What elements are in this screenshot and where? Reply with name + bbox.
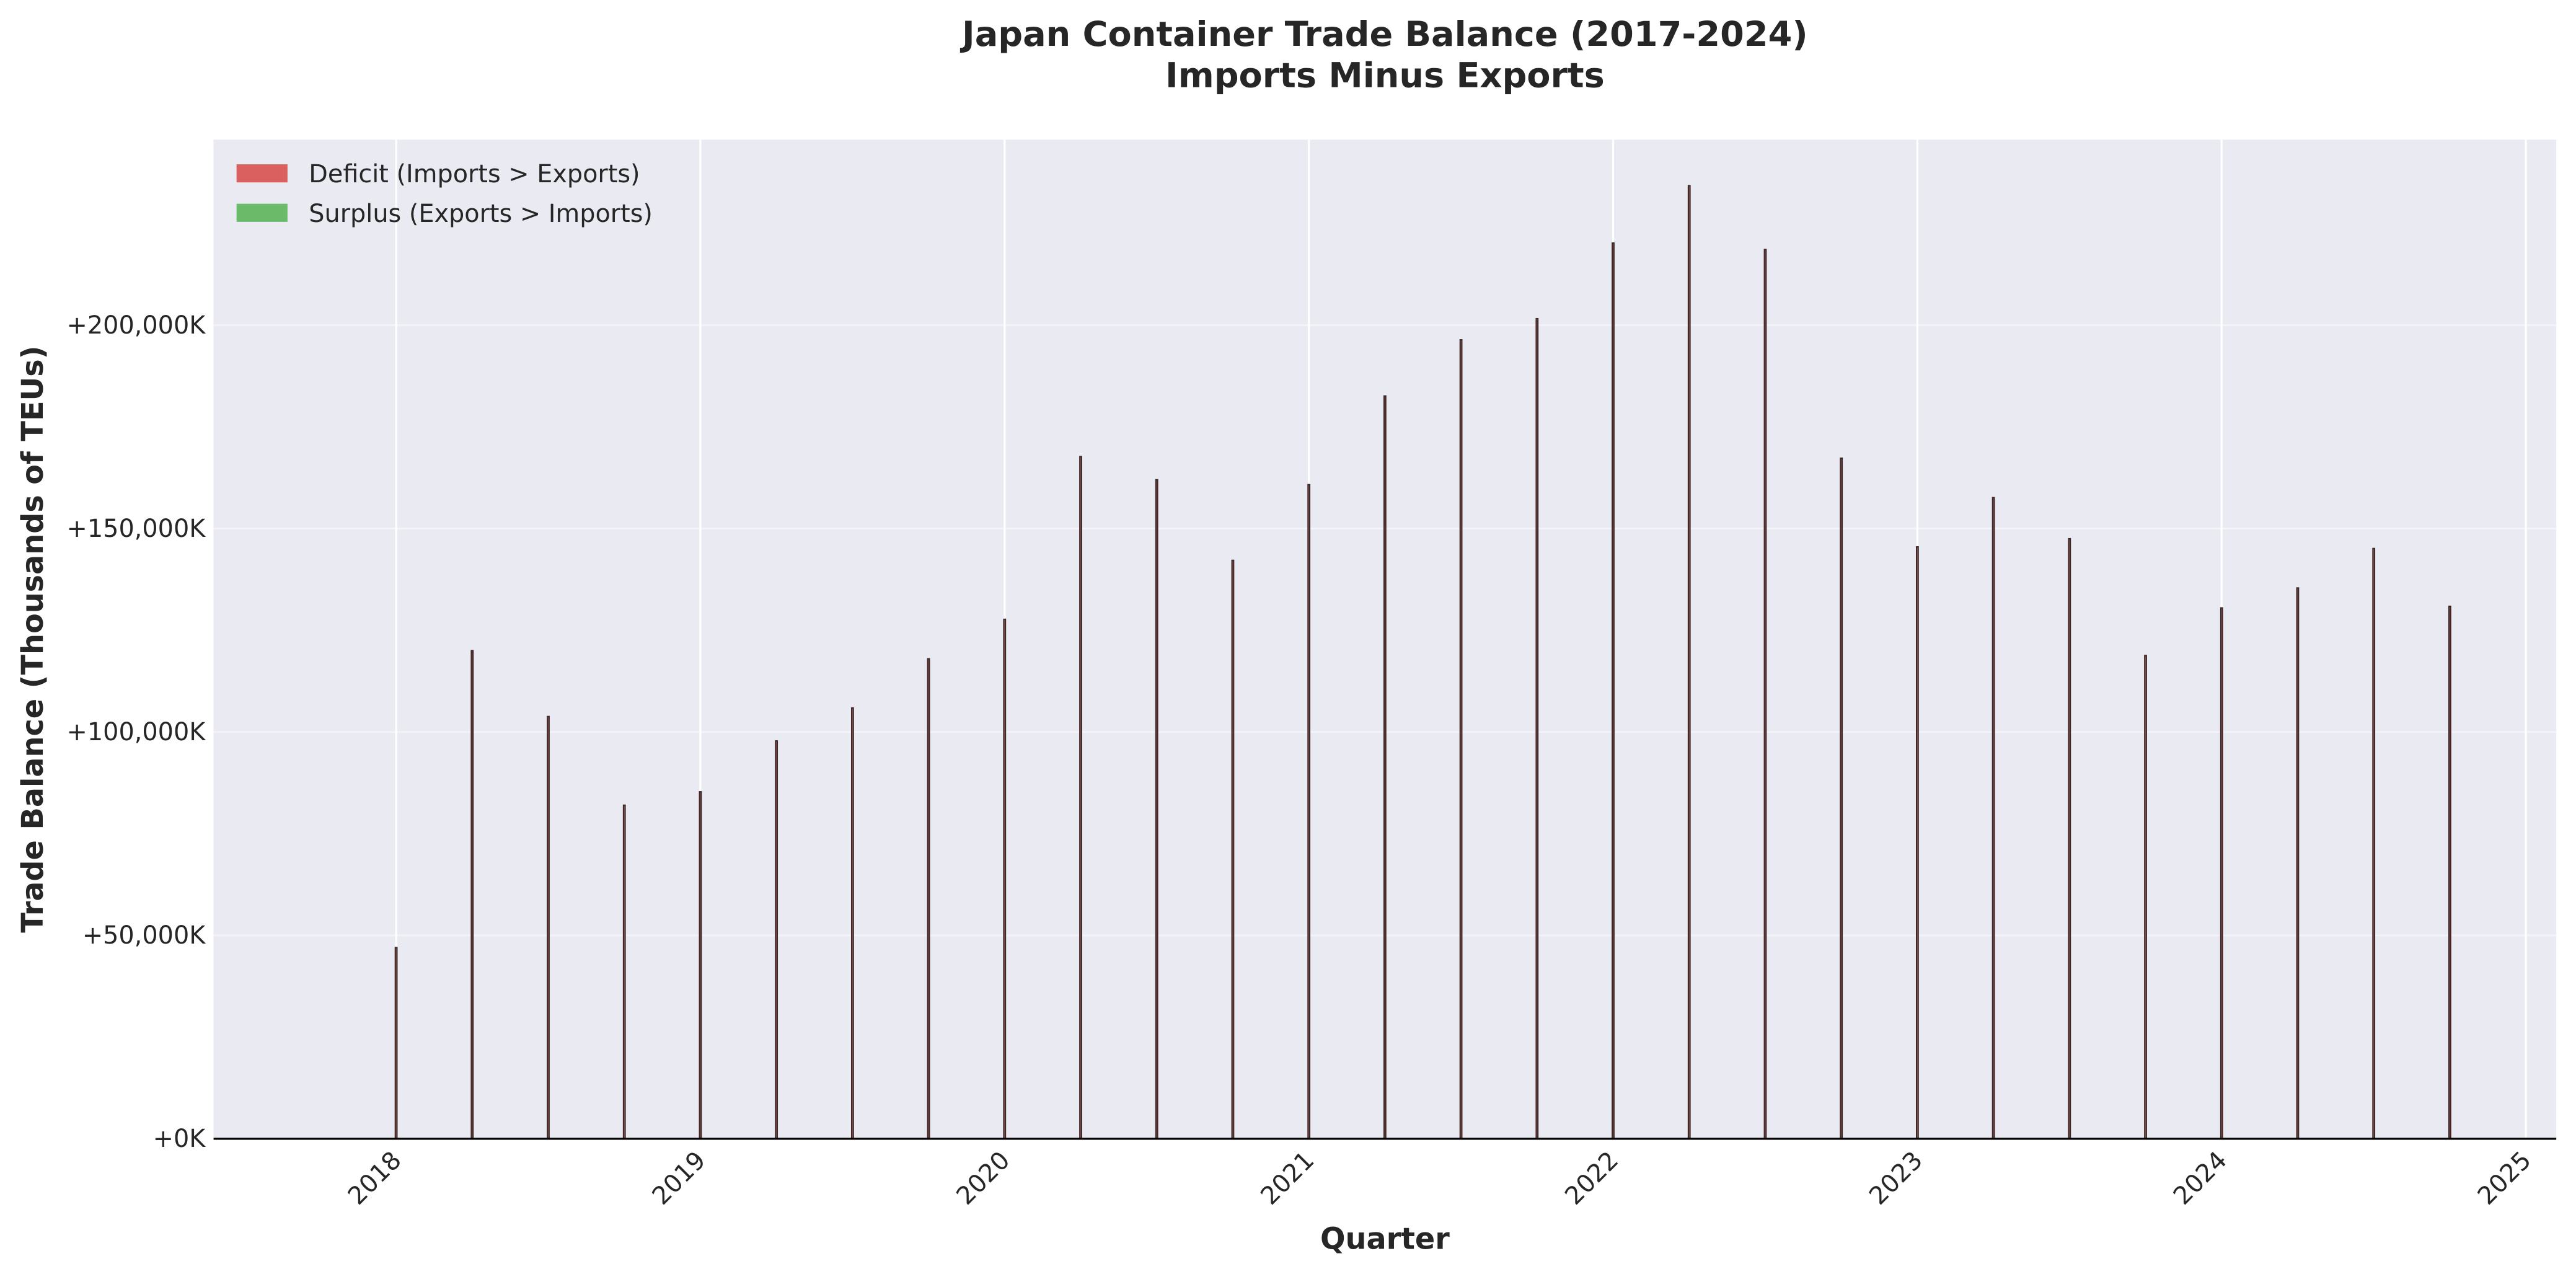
chart-subtitle: Imports Minus Exports [1165,55,1605,95]
y-tick-label: +50,000K [82,921,206,950]
y-tick-label: +0K [153,1125,206,1153]
bar [1079,456,1082,1139]
bar [394,947,398,1139]
bar [1003,618,1007,1139]
bar [1383,395,1387,1139]
x-tick-label: 2021 [1255,1146,1320,1211]
y-tick-label: +100,000K [67,718,206,746]
bar [1459,339,1463,1139]
legend-swatch [236,203,288,222]
bar [2296,587,2300,1139]
bar [2144,655,2147,1139]
chart-title: Japan Container Trade Balance (2017-2024… [959,14,1808,55]
bars [394,185,2451,1139]
x-tick-label: 2018 [343,1146,407,1211]
bar [1992,497,1995,1139]
x-axis-label: Quarter [1320,1222,1450,1256]
bar [850,707,854,1139]
bar [1916,546,1919,1139]
bar [1687,185,1691,1139]
bar [1840,458,1843,1139]
y-tick-label: +150,000K [67,515,206,543]
legend-label: Surplus (Exports > Imports) [309,200,653,228]
x-tick-label: 2020 [951,1146,1015,1211]
x-tick-label: 2024 [2168,1146,2233,1211]
bar [1612,242,1615,1139]
bar [1231,559,1235,1139]
y-axis-label: Trade Balance (Thousands of TEUs) [16,346,50,933]
bar [2372,547,2376,1139]
bar [2220,607,2223,1139]
bar [547,715,550,1139]
bar [927,658,930,1139]
bar [1763,249,1767,1139]
x-tick-label: 2025 [2472,1146,2537,1211]
legend-swatch [236,164,288,183]
bar [2068,537,2071,1139]
bar [699,791,702,1139]
x-tick-label: 2022 [1559,1146,1624,1211]
legend-label: Deficit (Imports > Exports) [309,160,640,188]
y-tick-label: +200,000K [67,311,206,340]
bar [1535,317,1539,1139]
bar [1307,484,1311,1139]
bar [1155,479,1158,1139]
bar [775,740,779,1139]
bar [2448,605,2451,1139]
legend: Deficit (Imports > Exports) Surplus (Expo… [236,160,653,228]
x-tick-label: 2023 [1864,1146,1928,1211]
bar [470,650,474,1139]
bar [622,804,626,1139]
x-tick-label: 2019 [647,1146,712,1211]
